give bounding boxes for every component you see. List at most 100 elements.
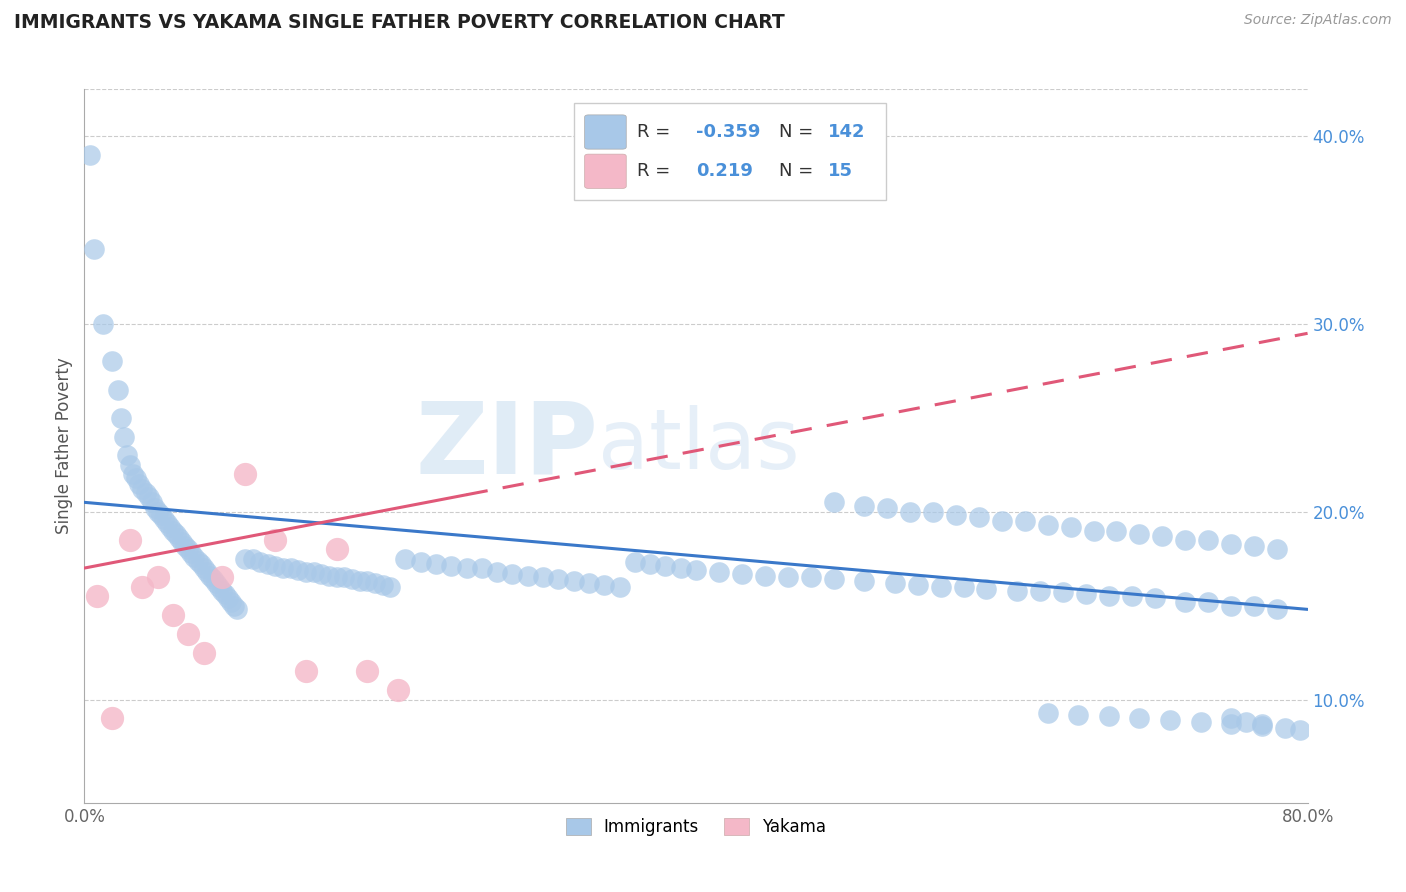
Point (356, 574, 378, 589)
Point (1067, 707, 1090, 722)
Point (1250, 719, 1272, 733)
Point (325, 570, 347, 584)
Point (349, 574, 371, 589)
Point (1250, 717, 1272, 731)
Text: ZIP: ZIP (415, 398, 598, 494)
Point (898, 505, 921, 519)
Point (131, 580, 153, 594)
Text: N =: N = (779, 123, 820, 141)
Point (952, 580, 974, 594)
Point (486, 565, 509, 579)
Point (79, 148, 101, 162)
Point (1143, 591, 1166, 606)
Point (1174, 533, 1197, 547)
Point (195, 565, 218, 579)
Point (325, 542, 347, 557)
Point (186, 553, 208, 567)
Point (578, 576, 600, 591)
Point (198, 568, 221, 582)
Point (208, 580, 231, 594)
Text: N =: N = (779, 162, 820, 180)
Text: R =: R = (637, 162, 676, 180)
FancyBboxPatch shape (574, 103, 886, 200)
Point (654, 559, 676, 574)
Point (425, 558, 447, 572)
Point (172, 534, 194, 549)
Point (146, 570, 169, 584)
Point (1220, 711, 1243, 725)
Point (287, 563, 309, 577)
Point (183, 549, 205, 564)
Point (264, 559, 287, 574)
Point (907, 578, 929, 592)
Point (162, 524, 184, 538)
FancyBboxPatch shape (585, 115, 626, 149)
Point (1159, 713, 1181, 727)
Point (1105, 524, 1128, 538)
Point (1052, 585, 1074, 599)
Text: Source: ZipAtlas.com: Source: ZipAtlas.com (1244, 13, 1392, 28)
Point (233, 467, 256, 482)
Point (1152, 529, 1174, 543)
Point (91, 317, 114, 331)
Point (371, 578, 394, 592)
Point (143, 500, 166, 515)
Point (193, 561, 215, 575)
Point (83, 242, 105, 256)
Point (110, 410, 132, 425)
Point (364, 576, 387, 591)
Point (929, 580, 952, 594)
Point (1098, 709, 1121, 723)
Point (1005, 583, 1028, 598)
Point (356, 665, 378, 679)
Point (1265, 542, 1288, 557)
Point (201, 572, 224, 586)
Point (609, 580, 631, 594)
Point (311, 566, 333, 581)
Point (380, 580, 402, 594)
Point (1197, 595, 1219, 609)
Point (112, 429, 135, 443)
Point (387, 683, 409, 698)
Point (165, 527, 187, 541)
Point (120, 533, 142, 547)
Point (190, 558, 212, 572)
Point (1243, 539, 1265, 553)
Point (264, 533, 287, 547)
Point (707, 565, 730, 579)
Point (125, 471, 148, 485)
Point (1220, 599, 1243, 613)
Point (211, 570, 233, 584)
Point (295, 565, 318, 579)
Point (177, 627, 200, 641)
Point (101, 354, 124, 368)
Point (162, 607, 184, 622)
Point (233, 551, 256, 566)
Point (122, 467, 145, 482)
Point (224, 599, 246, 613)
Point (685, 563, 707, 577)
Point (1029, 583, 1052, 598)
Point (1174, 595, 1197, 609)
Point (876, 500, 898, 515)
Point (149, 508, 172, 523)
Point (156, 516, 179, 530)
Point (853, 499, 876, 513)
Point (141, 495, 163, 509)
Point (217, 591, 239, 606)
Point (669, 561, 692, 575)
Point (945, 508, 967, 523)
Point (1220, 717, 1243, 731)
Point (115, 449, 138, 463)
Point (131, 482, 153, 496)
Point (516, 568, 538, 582)
Point (107, 383, 129, 397)
Text: IMMIGRANTS VS YAKAMA SINGLE FATHER POVERTY CORRELATION CHART: IMMIGRANTS VS YAKAMA SINGLE FATHER POVER… (14, 13, 785, 32)
Point (1274, 721, 1296, 735)
Point (1014, 514, 1036, 528)
Point (340, 572, 363, 586)
Point (159, 520, 181, 534)
Point (138, 490, 160, 504)
FancyBboxPatch shape (585, 154, 626, 188)
Point (295, 665, 318, 679)
